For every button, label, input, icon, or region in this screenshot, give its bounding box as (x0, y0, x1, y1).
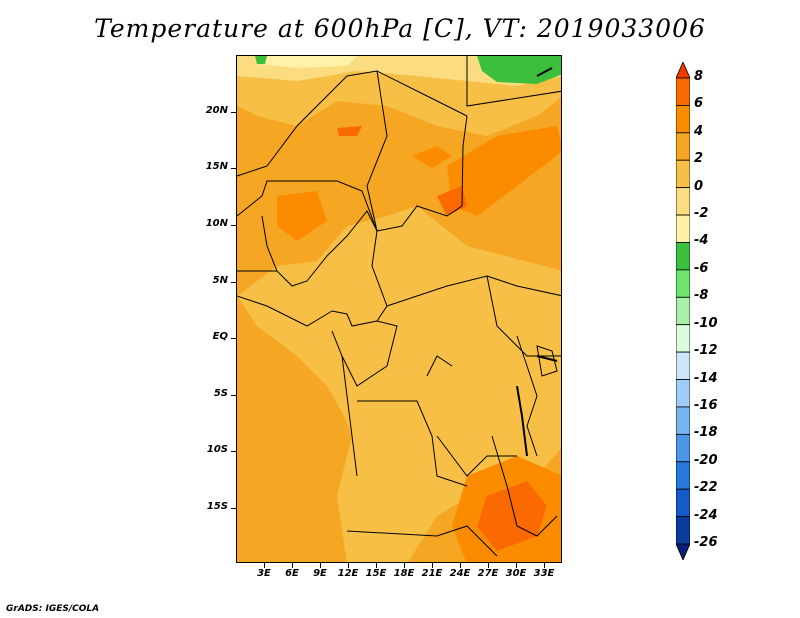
lon-tick (460, 563, 461, 568)
colorbar-label: -16 (694, 397, 718, 413)
grads-credit: GrADS: IGES/COLA (6, 604, 100, 614)
lon-tick (544, 563, 545, 568)
lon-label: 27E (477, 568, 499, 579)
colorbar-label: -14 (694, 370, 718, 386)
colorbar-label: -18 (694, 425, 718, 441)
colorbar-segment (676, 406, 690, 435)
colorbar-segment (676, 105, 690, 134)
colorbar-label: -24 (694, 507, 718, 523)
colorbar-segment (676, 132, 690, 161)
colorbar-label: 4 (694, 123, 704, 139)
colorbar-label: -6 (694, 260, 709, 276)
colorbar-segment (676, 77, 690, 106)
colorbar-label: -10 (694, 315, 718, 331)
lon-label: 33E (533, 568, 555, 579)
colorbar-segment (676, 379, 690, 408)
lon-label: 21E (421, 568, 443, 579)
lon-tick (488, 563, 489, 568)
lon-label: 18E (393, 568, 415, 579)
map-plot-area (236, 55, 562, 563)
lat-label: 10S (206, 444, 228, 455)
colorbar-segment (676, 433, 690, 463)
lat-tick (231, 451, 236, 452)
colorbar-label: -8 (694, 288, 709, 304)
colorbar-label: 6 (694, 96, 704, 112)
lat-tick (231, 338, 236, 339)
colorbar-segment (676, 516, 690, 545)
lon-label: 15E (365, 568, 387, 579)
colorbar-label: -26 (694, 535, 718, 550)
colorbar-segment (676, 269, 690, 298)
colorbar-segment (676, 242, 690, 271)
colorbar-segment (676, 187, 690, 216)
lat-label: 15S (206, 501, 228, 512)
colorbar-label: -12 (694, 343, 718, 359)
lon-label: 3E (257, 568, 271, 579)
colorbar-label: 8 (694, 69, 704, 84)
colorbar-label: -22 (694, 480, 718, 496)
lat-tick (231, 282, 236, 283)
lat-label: 5S (213, 388, 228, 399)
lon-label: 6E (285, 568, 299, 579)
colorbar-segment (676, 351, 690, 380)
lon-tick (516, 563, 517, 568)
lat-tick (231, 395, 236, 396)
lon-tick (292, 563, 293, 568)
colorbar-segment (676, 324, 690, 353)
lon-tick (404, 563, 405, 568)
lat-label: 10N (205, 218, 228, 229)
lon-tick (376, 563, 377, 568)
lon-tick (320, 563, 321, 568)
colorbar-label: -20 (694, 452, 718, 468)
lat-label: EQ (212, 331, 228, 342)
lat-tick (231, 112, 236, 113)
colorbar-label: -4 (694, 233, 709, 249)
lat-label: 15N (205, 161, 228, 172)
colorbar-segment (676, 62, 690, 79)
colorbar-label: -2 (694, 206, 709, 222)
temperature-field (237, 56, 561, 562)
colorbar-label: 2 (694, 151, 704, 167)
lon-label: 12E (337, 568, 359, 579)
colorbar-segment (676, 461, 690, 490)
lat-tick (231, 508, 236, 509)
lon-label: 30E (505, 568, 527, 579)
colorbar-segment (676, 543, 690, 560)
colorbar-segment (676, 488, 690, 517)
colorbar-segment (676, 159, 690, 189)
lat-tick (231, 225, 236, 226)
lat-label: 20N (205, 105, 228, 116)
lat-tick (231, 168, 236, 169)
colorbar-segment (676, 296, 690, 326)
lon-tick (264, 563, 265, 568)
lon-tick (348, 563, 349, 568)
lon-tick (432, 563, 433, 568)
colorbar (676, 62, 690, 560)
lon-label: 24E (449, 568, 471, 579)
lon-label: 9E (313, 568, 327, 579)
lat-label: 5N (212, 275, 228, 286)
colorbar-segment (676, 214, 690, 243)
chart-title: Temperature at 600hPa [C], VT: 201903300… (94, 14, 706, 43)
colorbar-label: 0 (694, 178, 704, 194)
